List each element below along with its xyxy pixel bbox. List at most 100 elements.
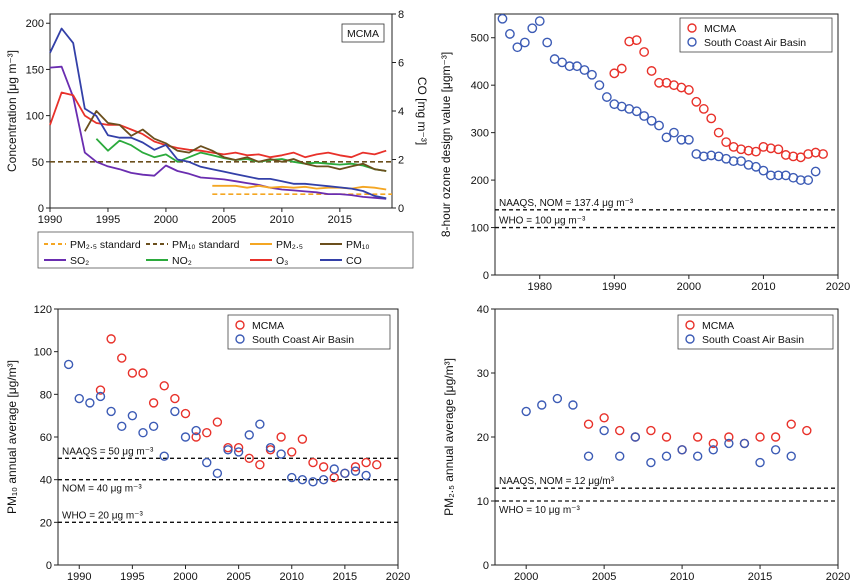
data-point [361,457,371,468]
data-point [721,137,732,148]
data-point [786,419,796,429]
data-point [765,143,776,154]
data-point [191,425,201,436]
y-tick-label: 120 [34,304,52,316]
x-tick-label: 1980 [527,281,551,293]
y-tick-label: 60 [40,432,52,444]
data-point [159,381,169,391]
plot-area: 1990 1995 2000 2005 2010 2015 2020 0 20 40 60 80 100… [5,304,410,581]
data-point [202,457,212,468]
legend-box [677,314,834,350]
series-line-co [49,27,387,200]
x-tick-label: 1995 [120,571,144,581]
data-point [795,175,806,185]
data-point [706,113,717,124]
y2-tick-label: 4 [398,106,404,118]
x-tick-label: 2020 [826,281,850,293]
data-point [212,417,223,427]
data-point [223,445,233,455]
series-south-coast-air-basin [63,359,371,487]
data-point [521,406,531,417]
legend-marker [235,334,245,344]
data-point [329,472,339,483]
legend-label: South Coast Air Basin [702,334,804,346]
data-point [361,470,371,481]
x-tick-label: 2005 [226,571,250,581]
legend-label-pm10_std: PM₁₀ standard [172,239,240,251]
legend-label: South Coast Air Basin [252,334,354,346]
data-point [631,35,642,45]
reference-line-label: WHO = 100 μg m⁻³ [499,216,586,227]
data-point [244,430,254,440]
data-point [758,165,769,176]
data-point [297,474,308,485]
data-point [519,37,530,48]
data-point [212,468,223,478]
data-point [706,150,717,161]
data-point [736,156,746,167]
data-point [624,36,635,47]
series-line-pm25 [212,184,387,191]
data-point [527,23,538,34]
data-point [537,400,547,410]
data-point [765,170,776,181]
legend-marker [687,37,697,47]
data-point [138,368,148,378]
data-point [631,106,642,117]
y-axis-label: 8-hour ozone design value [μgm⁻³] [439,52,453,237]
data-point [615,451,625,461]
data-point [372,460,382,470]
data-point [287,447,297,457]
data-point [736,144,746,155]
data-point [85,398,95,408]
legend-label-o3: O₃ [276,255,288,267]
y-axis-label: PM₁₀ annual average [μg/m³] [5,360,19,514]
data-point [191,432,201,442]
y-tick-label: 100 [26,111,44,123]
data-point [646,425,656,436]
data-point [148,421,159,432]
y-axis-label: PM₂.₅ annual average [μg/m³] [442,358,456,516]
y-tick-label: 0 [483,560,489,572]
plot-area: 1980 1990 2000 2010 2020 0 100 200 300 400 500 8-ho… [439,13,850,293]
data-point [350,462,361,472]
legend-box [227,314,391,350]
data-point [587,69,597,80]
data-point [255,460,265,470]
x-tick-label: 1990 [38,214,62,226]
x-tick-label: 2010 [270,214,294,226]
series-mcma [95,334,382,483]
x-tick-label: 2000 [514,571,538,581]
data-point [646,457,656,468]
chart-pm10-annual-average: 1990 1995 2000 2005 2010 2015 2020 0 20 40 60 80 100… [5,304,410,581]
legend-marker [685,320,695,330]
data-point [810,166,821,177]
data-point [646,115,657,126]
data-point [505,29,515,39]
x-tick-label: 2005 [212,214,236,226]
data-point [751,146,761,157]
data-point [770,432,781,442]
data-point [677,445,687,455]
x-tick-label: 2015 [748,571,772,581]
x-tick-label: 2000 [677,281,701,293]
data-point [95,391,106,402]
chart-ozone-design-value: 1980 1990 2000 2010 2020 0 100 200 300 400 500 8-ho… [439,13,850,293]
data-point [728,156,739,167]
reference-line-label: WHO = 10 μg m⁻³ [499,505,580,516]
legend-label-pm25_std: PM₂.₅ standard [70,239,141,251]
plot-area: 1990 1995 2000 2005 2010 2015 0 50 100 150 200 Conc… [5,9,429,226]
data-point [557,57,568,68]
data-point [255,419,265,429]
data-point [138,428,148,438]
y-tick-label: 500 [471,33,489,45]
data-point [159,451,169,461]
data-point [265,442,276,453]
data-point [661,451,672,461]
data-point [646,66,657,76]
data-point [739,438,750,449]
y-tick-label: 200 [471,175,489,187]
x-tick-label: 2005 [592,571,616,581]
data-point [669,127,679,138]
data-point [512,42,523,53]
